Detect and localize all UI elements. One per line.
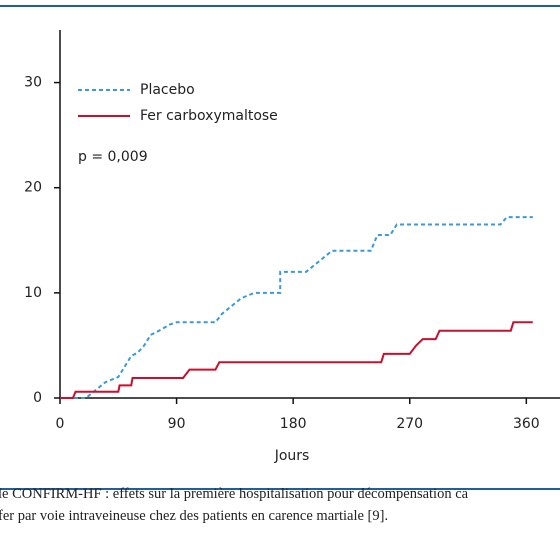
legend-label: Placebo bbox=[140, 82, 195, 98]
series-line bbox=[60, 321, 533, 399]
y-tick-label: 30 bbox=[24, 75, 42, 91]
x-tick-label: 270 bbox=[396, 416, 423, 432]
caption-line: fer par voie intraveineuse chez des pati… bbox=[0, 508, 388, 524]
x-axis-label: Jours bbox=[274, 448, 310, 464]
x-tick-label: 360 bbox=[513, 416, 540, 432]
series-line bbox=[60, 216, 533, 399]
caption-line: le CONFIRM-HF : effets sur la première h… bbox=[0, 486, 469, 502]
annotation: p = 0,009 bbox=[78, 149, 148, 165]
y-tick-label: 0 bbox=[33, 390, 42, 406]
y-tick-label: 10 bbox=[24, 285, 42, 301]
x-tick-label: 90 bbox=[168, 416, 186, 432]
y-tick-label: 20 bbox=[24, 180, 42, 196]
x-tick-label: 0 bbox=[56, 416, 65, 432]
legend-label: Fer carboxymaltose bbox=[140, 108, 278, 124]
x-tick-label: 180 bbox=[280, 416, 307, 432]
